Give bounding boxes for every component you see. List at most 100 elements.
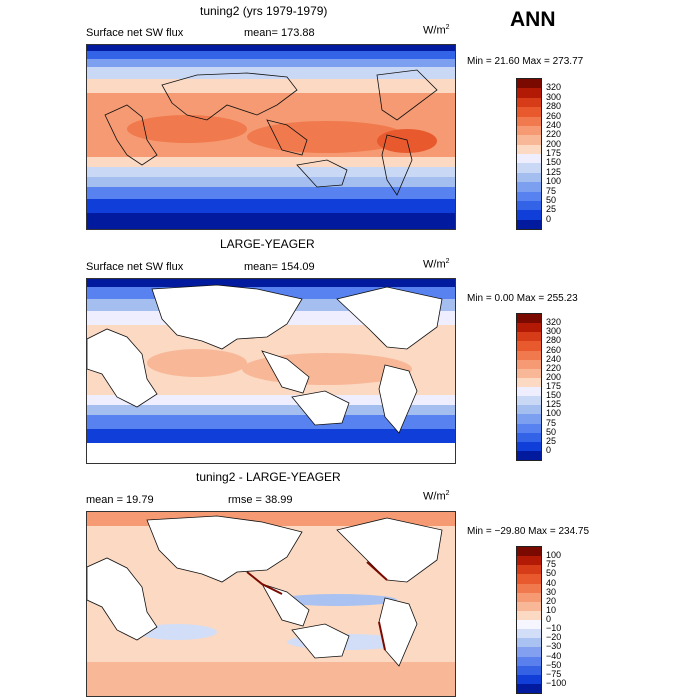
colorbar-tick-label: 0 (546, 444, 552, 455)
colorbar-tick-label: 30 (546, 586, 557, 597)
colorbar-swatch (517, 341, 541, 351)
panel3-title: tuning2 - LARGE-YEAGER (196, 470, 341, 484)
panel2-minmax: Min = 0.00 Max = 255.23 (467, 293, 578, 304)
colorbar-swatch (517, 574, 541, 584)
colorbar-tick-label: 220 (546, 362, 562, 373)
panel1-title: tuning2 (yrs 1979-1979) (200, 4, 328, 18)
colorbar-tick-label: 240 (546, 353, 562, 364)
colorbar-tick-label: 100 (546, 176, 562, 187)
colorbar-swatch (517, 163, 541, 173)
colorbar-swatch (517, 450, 541, 460)
colorbar-tick-label: −30 (546, 641, 562, 652)
panel3-rmse: rmse = 38.99 (228, 494, 293, 506)
colorbar-tick-label: 0 (546, 614, 552, 624)
colorbar-tick-label: 150 (546, 390, 562, 401)
colorbar-tick-label: 25 (546, 435, 557, 446)
colorbar-swatch (517, 314, 541, 324)
colorbar-tick-label: 100 (546, 550, 562, 561)
panel3-minmax: Min = −29.80 Max = 234.75 (467, 526, 590, 537)
colorbar-swatch (517, 432, 541, 442)
colorbar-swatch (517, 359, 541, 369)
colorbar-swatch (517, 350, 541, 360)
colorbar-swatch (517, 565, 541, 575)
season-label: ANN (510, 8, 556, 31)
colorbar-swatch (517, 396, 541, 406)
colorbar-swatch (517, 107, 541, 117)
colorbar-swatch (517, 210, 541, 220)
colorbar-tick-label: −50 (546, 659, 562, 670)
colorbar-tick-label: 0 (546, 213, 552, 224)
colorbar-tick-label: 320 (546, 317, 562, 328)
colorbar-swatch (517, 116, 541, 126)
colorbar-swatch (517, 674, 541, 684)
panel2-map (86, 278, 456, 464)
panel2-units: W/m2 (423, 258, 450, 271)
colorbar-swatch (517, 144, 541, 154)
colorbar-swatch (517, 610, 541, 620)
colorbar-tick-label: 125 (546, 166, 562, 177)
colorbar-tick-label: 75 (546, 417, 557, 428)
colorbar-swatch (517, 683, 541, 693)
panel3-map (86, 511, 456, 697)
colorbar-swatch (517, 154, 541, 164)
colorbar-tick-label: 175 (546, 148, 562, 158)
colorbar-swatch (517, 332, 541, 342)
colorbar-tick-label: 10 (546, 604, 557, 615)
colorbar-tick-label: 260 (546, 110, 562, 121)
panel1-colorbar (516, 78, 542, 230)
colorbar-tick-label: 200 (546, 138, 562, 149)
colorbar-swatch (517, 583, 541, 593)
colorbar-swatch (517, 368, 541, 378)
colorbar-swatch (517, 601, 541, 611)
colorbar-tick-label: −100 (546, 677, 567, 688)
colorbar-swatch (517, 620, 541, 630)
colorbar-tick-label: −10 (546, 623, 562, 634)
panel1-map (86, 44, 456, 230)
colorbar-tick-label: 200 (546, 371, 562, 382)
colorbar-tick-label: 75 (546, 185, 557, 196)
colorbar-swatch (517, 592, 541, 602)
colorbar-swatch (517, 547, 541, 557)
panel2-variable: Surface net SW flux (86, 261, 184, 273)
colorbar-tick-label: 25 (546, 204, 557, 215)
colorbar-tick-label: −75 (546, 668, 562, 679)
colorbar-swatch (517, 200, 541, 211)
colorbar-swatch (517, 182, 541, 192)
colorbar-swatch (517, 629, 541, 639)
colorbar-tick-label: 280 (546, 335, 562, 346)
colorbar-swatch (517, 441, 541, 451)
colorbar-tick-label: 280 (546, 101, 562, 112)
colorbar-swatch (517, 405, 541, 415)
colorbar-tick-label: 175 (546, 381, 562, 391)
colorbar-swatch (517, 387, 541, 397)
panel2-colorbar (516, 313, 542, 461)
colorbar-swatch (517, 423, 541, 433)
colorbar-tick-label: −40 (546, 650, 562, 661)
colorbar-tick-label: −20 (546, 632, 562, 643)
colorbar-swatch (517, 135, 541, 145)
colorbar-tick-label: 260 (546, 344, 562, 355)
colorbar-tick-label: 220 (546, 129, 562, 140)
colorbar-tick-label: 300 (546, 326, 562, 337)
colorbar-swatch (517, 219, 541, 229)
panel2-title: LARGE-YEAGER (220, 237, 315, 251)
colorbar-swatch (517, 656, 541, 666)
panel3-units: W/m2 (423, 490, 450, 503)
panel1-mean: mean= 173.88 (244, 27, 315, 39)
colorbar-swatch (517, 647, 541, 657)
panel1-units: W/m2 (423, 24, 450, 37)
colorbar-tick-label: 125 (546, 399, 562, 410)
colorbar-swatch (517, 323, 541, 333)
colorbar-swatch (517, 88, 541, 98)
colorbar-tick-label: 50 (546, 568, 557, 579)
colorbar-swatch (517, 172, 541, 183)
colorbar-swatch (517, 79, 541, 89)
colorbar-tick-label: 100 (546, 408, 562, 419)
panel3-colorbar (516, 546, 542, 694)
colorbar-swatch (517, 125, 541, 136)
colorbar-tick-label: 150 (546, 157, 562, 168)
colorbar-tick-label: 50 (546, 194, 557, 205)
colorbar-swatch (517, 414, 541, 424)
colorbar-swatch (517, 377, 541, 387)
colorbar-swatch (517, 665, 541, 675)
